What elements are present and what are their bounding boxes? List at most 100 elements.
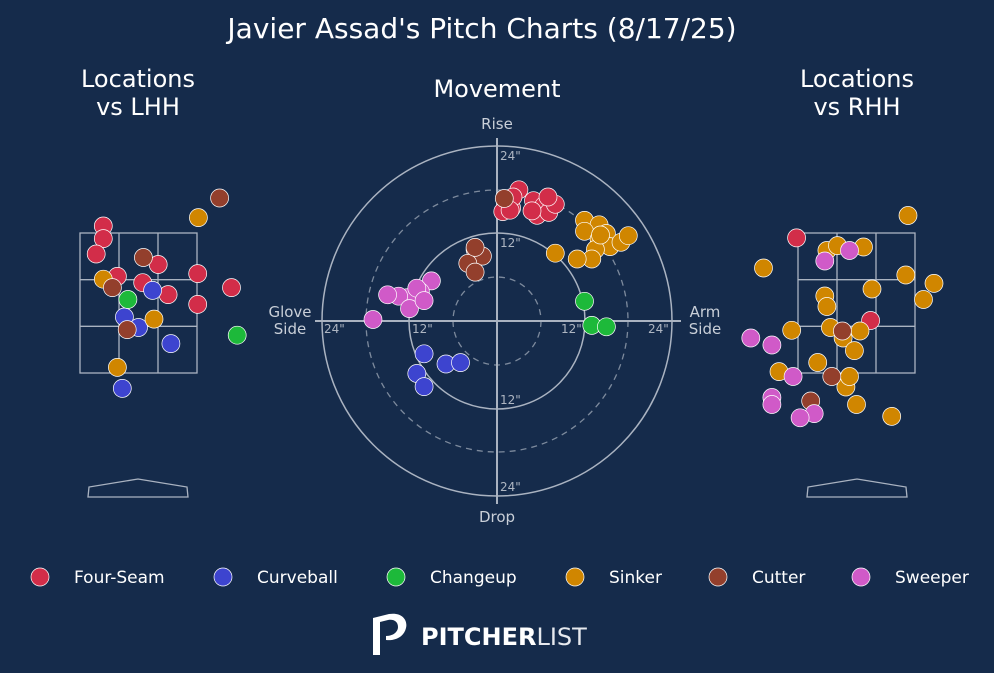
rhh-point-sinker — [754, 258, 773, 278]
lhh-point-four-seam — [86, 244, 106, 264]
rhh-point-sweeper — [815, 251, 835, 271]
rhh-point-sinker — [782, 320, 802, 340]
rhh-point-sinker — [817, 297, 837, 316]
lhh-panel: Locations vs LHH — [79, 65, 247, 498]
rhh-point-sweeper — [783, 367, 803, 386]
legend-label-changeup: Changeup — [430, 568, 517, 588]
rhh-point-sweeper — [762, 395, 782, 414]
movement-axis-left-line1: Glove — [268, 303, 311, 321]
movement-title: Movement — [433, 75, 560, 103]
movement-point-cutter — [494, 189, 514, 208]
movement-point-sinker — [567, 249, 587, 269]
legend-marker-sweeper — [851, 567, 871, 587]
rhh-point-cutter — [833, 321, 852, 341]
legend-label-sweeper: Sweeper — [895, 568, 969, 588]
movement-panel: Movement Rise Drop Glove Side Arm Side 2… — [268, 75, 721, 526]
movement-point-four-seam — [538, 187, 558, 207]
rhh-point-sweeper — [762, 335, 782, 355]
rhh-point-sinker — [845, 341, 864, 360]
lhh-points — [86, 188, 247, 398]
ring-label-bottom-24: 24" — [500, 480, 521, 494]
lhh-point-cutter — [103, 278, 122, 297]
lhh-point-cutter — [210, 188, 229, 208]
lhh-title-line2: vs LHH — [96, 93, 180, 121]
movement-point-sweeper — [363, 310, 383, 329]
ring-label-bottom-12: 12" — [500, 393, 521, 407]
rhh-point-sinker — [882, 407, 902, 426]
rhh-point-sinker — [847, 395, 866, 414]
movement-points — [363, 180, 638, 396]
brand-light: LIST — [536, 623, 587, 651]
lhh-point-four-seam — [188, 264, 208, 283]
rhh-point-sinker — [898, 206, 918, 225]
lhh-point-four-seam — [188, 295, 208, 314]
movement-point-curveball — [414, 377, 434, 396]
lhh-point-changeup — [118, 290, 138, 309]
rhh-point-sinker — [896, 265, 916, 285]
movement-axis-right-line2: Side — [689, 320, 721, 338]
movement-point-cutter — [465, 238, 485, 257]
lhh-point-four-seam — [158, 285, 178, 304]
movement-point-cutter — [465, 262, 485, 282]
pitcherlist-logo-icon — [373, 613, 407, 655]
rhh-point-sweeper — [741, 328, 761, 348]
movement-axis-top: Rise — [481, 115, 513, 133]
rhh-title-line2: vs RHH — [813, 93, 900, 121]
rhh-point-sinker — [862, 279, 882, 299]
lhh-point-curveball — [112, 379, 132, 398]
chart-title: Javier Assad's Pitch Charts (8/17/25) — [225, 12, 736, 45]
ring-label-top-12: 12" — [500, 236, 521, 250]
rhh-point-sinker — [850, 321, 870, 341]
movement-axis-bottom: Drop — [479, 508, 515, 526]
movement-axis-left-line2: Side — [274, 320, 306, 338]
lhh-point-sinker — [144, 309, 164, 329]
brand-bold: PITCHER — [421, 623, 536, 651]
legend-label-cutter: Cutter — [752, 568, 805, 588]
movement-point-sweeper — [378, 285, 397, 305]
rhh-panel: Locations vs RHH — [741, 65, 944, 498]
rhh-point-sweeper — [840, 241, 859, 260]
legend-label-four-seam: Four-Seam — [74, 568, 165, 588]
movement-axis-right-line1: Arm — [690, 303, 721, 321]
ring-label-left-12: 12" — [412, 322, 433, 336]
legend-label-sinker: Sinker — [609, 568, 662, 588]
ring-label-right-24: 24" — [648, 322, 669, 336]
rhh-point-sinker — [840, 367, 859, 386]
lhh-point-four-seam — [222, 278, 241, 297]
rhh-point-sinker — [914, 290, 933, 309]
lhh-point-sinker — [108, 358, 127, 377]
legend-marker-sinker — [565, 567, 585, 587]
lhh-point-curveball — [143, 281, 162, 300]
movement-point-sweeper — [414, 291, 434, 310]
ring-label-top-24: 24" — [500, 149, 521, 163]
lhh-point-four-seam — [93, 229, 113, 248]
rhh-point-sinker — [924, 274, 944, 293]
legend-label-curveball: Curveball — [257, 568, 338, 588]
legend-marker-changeup — [386, 567, 406, 587]
movement-point-curveball — [451, 353, 470, 372]
pitcherlist-logo: PITCHERLIST — [373, 613, 587, 655]
lhh-point-sinker — [189, 208, 208, 227]
lhh-home-plate — [87, 478, 189, 498]
legend-marker-cutter — [708, 567, 728, 587]
movement-point-sinker — [618, 226, 638, 246]
movement-point-curveball — [414, 344, 434, 364]
rhh-point-cutter — [822, 367, 842, 386]
movement-point-sinker — [591, 225, 610, 245]
rhh-points — [741, 206, 944, 428]
rhh-home-plate — [806, 478, 908, 498]
movement-point-four-seam — [522, 201, 542, 221]
rhh-point-sinker — [808, 353, 828, 372]
lhh-point-cutter — [134, 248, 153, 267]
lhh-point-cutter — [117, 320, 137, 339]
movement-point-changeup — [597, 317, 616, 337]
lhh-point-curveball — [161, 334, 181, 353]
rhh-point-four-seam — [787, 228, 806, 248]
brand-text: PITCHERLIST — [421, 623, 587, 651]
movement-point-changeup — [575, 291, 594, 311]
legend-marker-four-seam — [30, 567, 50, 587]
movement-point-sinker — [545, 243, 565, 263]
rhh-title-line1: Locations — [800, 65, 914, 93]
lhh-point-changeup — [227, 325, 247, 345]
